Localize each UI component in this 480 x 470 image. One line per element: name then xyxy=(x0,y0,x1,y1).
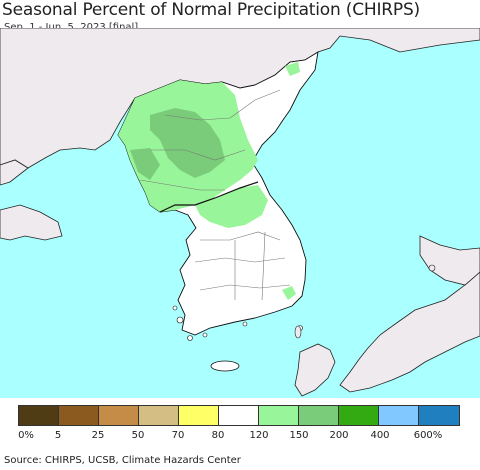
tsushima-island xyxy=(294,325,302,339)
legend-tick: 80 xyxy=(211,430,225,441)
province-lines xyxy=(139,89,291,301)
nk-wetter-2 xyxy=(130,148,160,180)
map-subtitle: Sep. 1 - Jun. 5, 2023 [final] xyxy=(4,22,139,33)
legend-swatch xyxy=(59,406,99,425)
legend-tick: 50 xyxy=(131,430,145,441)
shandong-peninsula xyxy=(0,204,63,241)
source-credit: Source: CHIRPS, UCSB, Climate Hazards Ce… xyxy=(4,455,241,466)
legend-tick: 0% xyxy=(18,430,34,441)
legend-swatch xyxy=(379,406,419,425)
legend-tick: 120 xyxy=(249,430,269,441)
legend-swatch xyxy=(179,406,219,425)
legend-swatch xyxy=(139,406,179,425)
nk-wetter-core xyxy=(150,108,225,178)
oki-island xyxy=(428,264,436,272)
legend-swatch xyxy=(219,406,259,425)
legend-tick: 200 xyxy=(329,430,349,441)
legend-swatch xyxy=(339,406,379,425)
legend-tick: 25 xyxy=(91,430,105,441)
nk-wet-top xyxy=(285,62,300,76)
japan-honshu xyxy=(339,271,480,393)
legend-tick: 150 xyxy=(289,430,309,441)
liaodong-coast xyxy=(0,159,29,186)
japan-kyushu xyxy=(294,343,336,397)
legend-color-bar xyxy=(18,405,460,426)
sk-wet-north xyxy=(195,185,268,228)
dmz-border xyxy=(159,181,259,213)
legend-swatch xyxy=(419,406,459,425)
legend-swatch xyxy=(19,406,59,425)
legend-tick: 5 xyxy=(54,430,62,441)
legend-swatch xyxy=(99,406,139,425)
legend-tick: 70 xyxy=(171,430,185,441)
jeju-island xyxy=(210,360,240,372)
legend-tick: 400 xyxy=(370,430,390,441)
legend-swatch xyxy=(299,406,339,425)
japan-north-coast xyxy=(419,235,480,286)
map-title: Seasonal Percent of Normal Precipitation… xyxy=(2,0,420,20)
precipitation-map xyxy=(0,28,480,398)
legend-swatch xyxy=(259,406,299,425)
legend-tick: 600% xyxy=(413,430,443,441)
sk-wet-se xyxy=(282,286,296,300)
